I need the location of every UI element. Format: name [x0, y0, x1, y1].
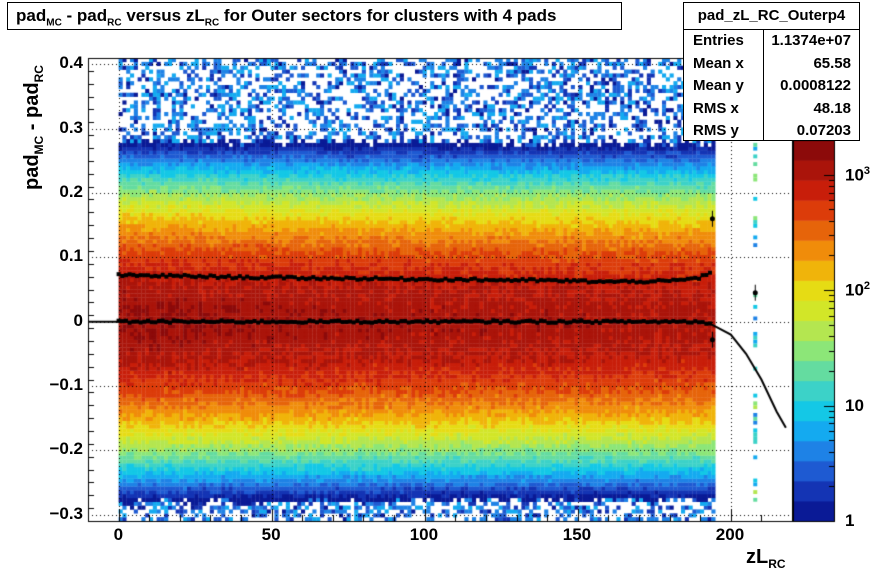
y-tick-label: 0: [73, 310, 83, 330]
x-axis-label: zLRC: [746, 546, 786, 571]
stats-key: Entries: [693, 32, 744, 49]
y-label-subscript: RC: [32, 65, 46, 83]
title-subscript: MC: [46, 17, 62, 29]
stats-name: pad_zL_RC_Outerp4: [684, 3, 859, 30]
title-part: - pad: [61, 6, 108, 25]
y-tick-label: 0.2: [59, 182, 83, 202]
x-label-subscript: RC: [768, 557, 786, 571]
stats-row: Entries 1.1374e+07: [684, 30, 859, 53]
y-tick-label: 0.3: [59, 117, 83, 137]
stats-key: RMS x: [693, 99, 739, 117]
stats-value: 65.58: [813, 54, 851, 72]
stats-row: RMS y 0.07203: [684, 120, 859, 143]
stats-value: 48.18: [813, 99, 851, 117]
y-axis-label: padMC - padRC: [21, 65, 46, 190]
stats-value: 0.07203: [796, 122, 851, 139]
y-tick-label: 0.4: [59, 53, 83, 73]
y-tick-label: 0.1: [59, 246, 83, 266]
stats-row: RMS x 48.18: [684, 98, 859, 121]
stats-divider: [763, 29, 764, 140]
title-subscript: RC: [107, 17, 122, 29]
y-tick-label: −0.1: [49, 374, 83, 394]
title-subscript: RC: [204, 17, 220, 29]
x-tick-label: 50: [261, 525, 281, 544]
title-part: for Outer sectors for clusters with 4 pa…: [219, 6, 557, 25]
stats-value: 1.1374e+07: [771, 32, 851, 49]
stats-box: pad_zL_RC_Outerp4 Entries 1.1374e+07 Mean…: [683, 2, 860, 141]
x-tick-label: 0: [113, 525, 124, 544]
title-part: pad: [16, 6, 47, 25]
y-tick-label: −0.3: [49, 503, 83, 523]
x-label-part: zL: [746, 546, 769, 568]
y-label-part: - pad: [21, 82, 43, 135]
plot-title: padMC - padRC versus zLRC for Outer sect…: [7, 2, 622, 30]
stats-key: RMS y: [693, 122, 739, 139]
y-tick-label: −0.2: [49, 439, 83, 459]
stats-key: Mean y: [693, 77, 744, 94]
z-tick-label: 1: [845, 511, 855, 530]
x-tick-label: 200: [715, 525, 745, 544]
y-label-part: pad: [21, 154, 43, 190]
z-tick-label: 103: [845, 164, 871, 185]
stats-row: Mean y 0.0008122: [684, 75, 859, 98]
stats-row: Mean x 65.58: [684, 53, 859, 76]
x-tick-label: 150: [562, 525, 592, 544]
z-tick-label: 102: [845, 280, 871, 300]
z-tick-label: 10: [845, 395, 864, 415]
stats-key: Mean x: [693, 54, 744, 72]
svg-text:padMC - padRC: padMC - padRC: [21, 65, 46, 190]
stats-value: 0.0008122: [780, 77, 851, 94]
x-tick-label: 100: [409, 525, 439, 544]
y-label-subscript: MC: [32, 135, 46, 154]
title-part: versus zL: [121, 6, 205, 25]
